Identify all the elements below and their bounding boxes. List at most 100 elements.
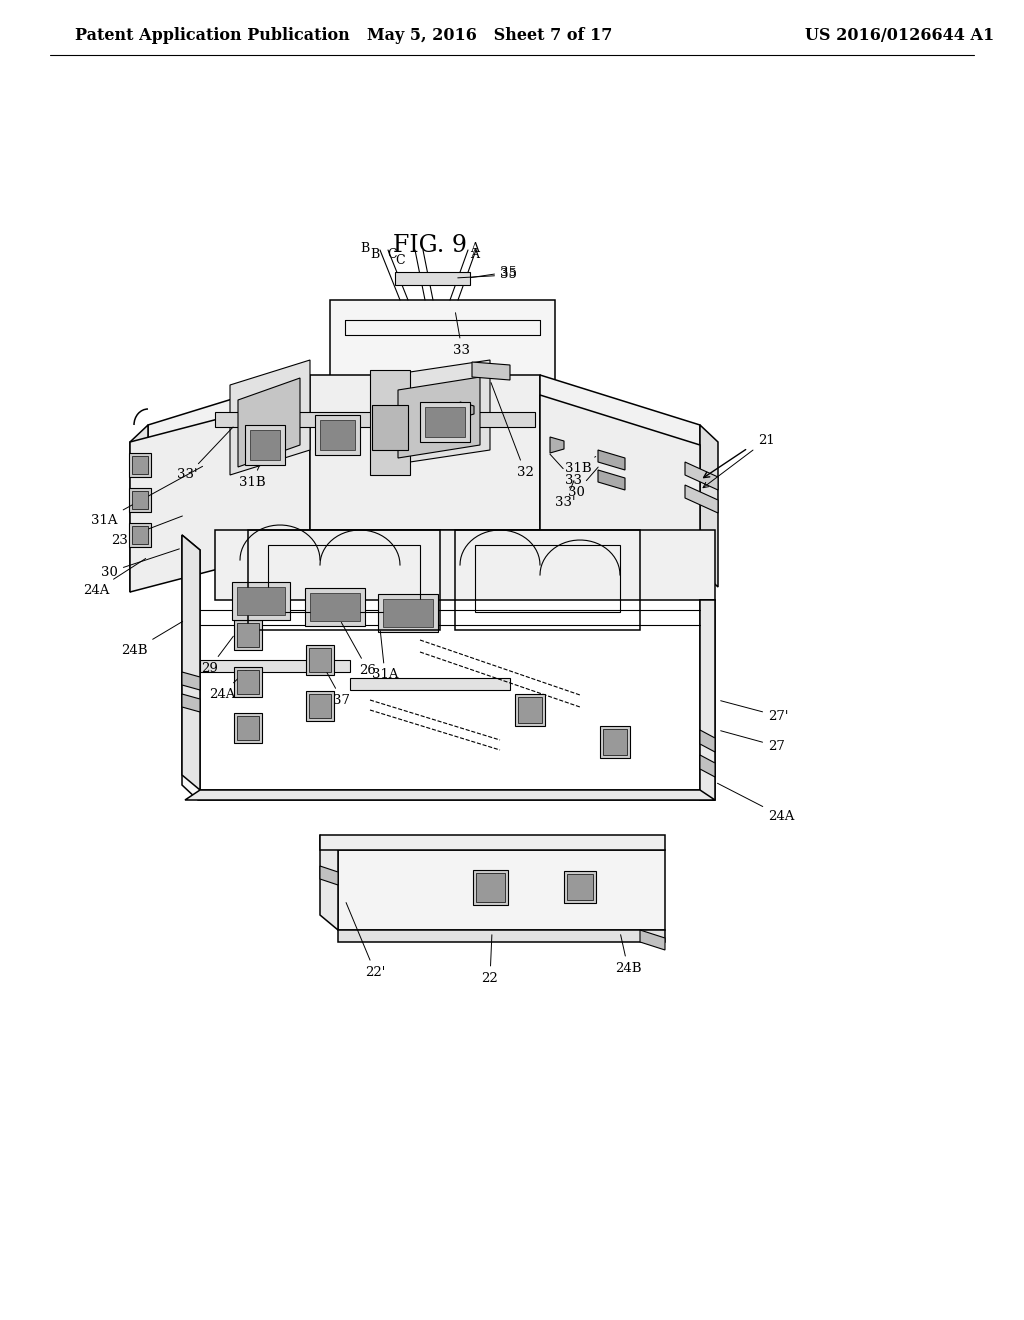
Polygon shape — [234, 713, 262, 743]
Polygon shape — [515, 694, 545, 726]
Text: 22': 22' — [346, 903, 385, 978]
Text: 30: 30 — [101, 549, 179, 578]
Text: 21: 21 — [703, 433, 775, 487]
Polygon shape — [237, 671, 259, 694]
Polygon shape — [232, 582, 290, 620]
Polygon shape — [305, 587, 365, 626]
Polygon shape — [310, 593, 360, 620]
Polygon shape — [315, 414, 360, 455]
Text: Patent Application Publication: Patent Application Publication — [75, 26, 350, 44]
Polygon shape — [603, 729, 627, 755]
Polygon shape — [685, 484, 718, 513]
Polygon shape — [130, 395, 310, 591]
Polygon shape — [330, 300, 555, 420]
Polygon shape — [598, 450, 625, 470]
Polygon shape — [182, 535, 200, 789]
Polygon shape — [640, 931, 665, 950]
Polygon shape — [550, 437, 564, 453]
Polygon shape — [182, 535, 715, 800]
Polygon shape — [700, 425, 718, 587]
Polygon shape — [567, 874, 593, 900]
Polygon shape — [230, 360, 310, 475]
Polygon shape — [598, 470, 625, 490]
Polygon shape — [685, 462, 718, 490]
Polygon shape — [200, 660, 350, 672]
Polygon shape — [420, 403, 470, 442]
Polygon shape — [395, 272, 470, 285]
Text: 33: 33 — [550, 454, 582, 487]
Polygon shape — [309, 648, 331, 672]
Text: 24B: 24B — [614, 935, 641, 974]
Text: 22: 22 — [481, 935, 499, 985]
Text: 37: 37 — [322, 663, 350, 706]
Text: FIG. 9: FIG. 9 — [393, 234, 467, 256]
Polygon shape — [215, 531, 715, 601]
Polygon shape — [319, 866, 338, 884]
Polygon shape — [518, 697, 542, 723]
Polygon shape — [319, 836, 338, 931]
Polygon shape — [182, 672, 200, 690]
Polygon shape — [378, 594, 438, 632]
Polygon shape — [700, 755, 715, 777]
Polygon shape — [540, 395, 700, 590]
Text: 31A: 31A — [372, 631, 398, 681]
Polygon shape — [475, 873, 505, 902]
Text: 29: 29 — [201, 636, 233, 675]
Text: 33': 33' — [177, 426, 233, 482]
Polygon shape — [700, 730, 715, 752]
Text: B: B — [360, 242, 370, 255]
Text: 24A: 24A — [84, 558, 145, 597]
Text: 26: 26 — [341, 623, 377, 676]
Polygon shape — [245, 425, 285, 465]
Polygon shape — [306, 645, 334, 675]
Text: 27': 27' — [721, 701, 788, 722]
Text: 32: 32 — [490, 383, 534, 479]
Polygon shape — [132, 491, 148, 510]
Polygon shape — [132, 455, 148, 474]
Polygon shape — [700, 601, 715, 800]
Polygon shape — [425, 407, 465, 437]
Polygon shape — [237, 587, 285, 615]
Text: C: C — [395, 253, 404, 267]
Polygon shape — [370, 370, 410, 475]
Polygon shape — [338, 931, 665, 942]
Polygon shape — [338, 850, 665, 931]
Polygon shape — [372, 405, 408, 450]
Text: 24A: 24A — [718, 783, 795, 822]
Polygon shape — [238, 378, 300, 467]
Polygon shape — [472, 870, 508, 904]
Text: 33: 33 — [454, 313, 470, 356]
Polygon shape — [215, 412, 535, 426]
Text: 35: 35 — [471, 265, 517, 279]
Text: 27: 27 — [721, 731, 784, 752]
Polygon shape — [129, 453, 151, 477]
Text: US 2016/0126644 A1: US 2016/0126644 A1 — [805, 26, 994, 44]
Text: 30: 30 — [568, 467, 598, 499]
Polygon shape — [540, 375, 700, 570]
Text: 31A: 31A — [91, 466, 203, 527]
Polygon shape — [129, 523, 151, 546]
Polygon shape — [390, 360, 490, 465]
Polygon shape — [237, 715, 259, 741]
Text: 31B: 31B — [239, 428, 276, 488]
Polygon shape — [237, 623, 259, 647]
Text: 35: 35 — [458, 268, 517, 281]
Polygon shape — [185, 789, 715, 800]
Polygon shape — [383, 599, 433, 627]
Polygon shape — [129, 488, 151, 512]
Text: C: C — [387, 248, 397, 261]
Polygon shape — [130, 425, 148, 591]
Polygon shape — [234, 667, 262, 697]
Polygon shape — [564, 871, 596, 903]
Text: 23: 23 — [112, 516, 182, 546]
Polygon shape — [148, 375, 310, 576]
Polygon shape — [398, 378, 480, 458]
Polygon shape — [319, 836, 665, 850]
Polygon shape — [460, 403, 474, 418]
Polygon shape — [472, 362, 510, 380]
Text: A: A — [470, 242, 479, 255]
Polygon shape — [132, 525, 148, 544]
Text: 33': 33' — [555, 480, 575, 508]
Polygon shape — [182, 694, 200, 711]
Text: 31B: 31B — [565, 457, 596, 474]
